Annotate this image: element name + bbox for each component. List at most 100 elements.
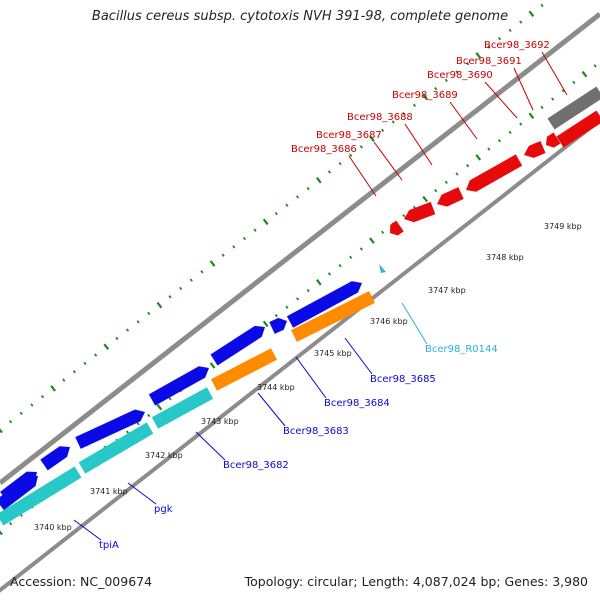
minor-tick — [221, 253, 225, 257]
gene-label: Bcer98_3682 — [223, 460, 289, 471]
major-tick — [315, 177, 322, 184]
map-title: Bacillus cereus subsp. cytotoxis NVH 391… — [91, 9, 509, 24]
minor-tick — [391, 120, 395, 124]
minor-tick — [444, 180, 448, 185]
gene-feature-red — [437, 187, 464, 207]
minor-tick — [338, 161, 342, 166]
leader-line — [541, 51, 568, 96]
minor-tick — [285, 305, 289, 309]
gene-feature-gray — [547, 86, 600, 130]
gene-feature-red — [390, 220, 404, 236]
ruler-label: 3743 kbp — [201, 417, 239, 426]
major-tick — [209, 362, 216, 369]
leader-line — [373, 141, 403, 181]
leader-line — [348, 155, 377, 197]
minor-tick — [327, 170, 332, 174]
gene-feature-blue — [0, 471, 37, 503]
leader-line — [513, 67, 534, 111]
minor-tick — [40, 395, 45, 399]
major-tick — [528, 112, 535, 119]
gene-label: Bcer98_3689 — [392, 90, 458, 101]
gene-feature-blue — [286, 281, 362, 328]
gene-label: Bcer98_3691 — [456, 56, 522, 67]
major-tick — [156, 301, 163, 309]
minor-tick — [179, 286, 183, 291]
minor-tick — [200, 270, 204, 274]
minor-tick — [9, 420, 13, 424]
gene-feature-red — [546, 132, 561, 148]
minor-tick — [189, 278, 193, 282]
minor-tick — [487, 45, 491, 49]
minor-tick — [147, 311, 151, 316]
major-tick — [0, 428, 3, 434]
ruler-label: 3744 kbp — [257, 383, 295, 392]
minor-tick — [125, 430, 130, 434]
genome-summary-label: Topology: circular; Length: 4,087,024 bp… — [244, 574, 588, 589]
gene-label: Bcer98_3687 — [316, 130, 382, 141]
ruler-label: 3741 kbp — [90, 487, 128, 496]
minor-tick — [94, 353, 98, 357]
minor-tick — [540, 105, 544, 110]
major-tick — [369, 237, 375, 244]
minor-tick — [381, 230, 385, 234]
leader-line — [295, 356, 327, 399]
minor-tick — [30, 403, 34, 407]
minor-tick — [402, 213, 406, 218]
minor-tick — [327, 272, 332, 276]
leader-line — [195, 431, 226, 461]
gene-feature-orange — [211, 348, 277, 391]
major-tick — [422, 195, 428, 203]
minor-tick — [402, 111, 406, 116]
minor-tick — [338, 263, 342, 268]
gene-feature-cyan — [0, 466, 82, 526]
minor-tick — [274, 313, 278, 318]
minor-tick — [125, 328, 130, 332]
ruler-label: 3746 kbp — [370, 317, 408, 326]
gene-feature-red — [404, 201, 436, 223]
minor-tick — [593, 64, 597, 68]
gene-label: Bcer98_3686 — [291, 144, 357, 155]
minor-tick — [115, 336, 119, 341]
minor-tick — [83, 361, 87, 366]
major-tick — [156, 403, 163, 411]
leader-line — [257, 392, 286, 427]
gene-feature-red — [466, 154, 523, 192]
minor-tick — [274, 211, 278, 216]
gene-label: Bcer98_3690 — [427, 70, 493, 81]
gene-feature-blue — [210, 325, 265, 366]
minor-tick — [519, 122, 523, 126]
gene-feature-blue — [40, 446, 70, 471]
accession-label: Accession: NC_009674 — [10, 574, 153, 589]
gene-feature-cyan — [151, 387, 214, 429]
gene-feature-blue — [269, 317, 288, 334]
minor-tick — [551, 97, 555, 101]
gene-feature-blue — [75, 409, 145, 449]
label-layer: 3740 kbp 3741 kbp 3742 kbp 3743 kbp 3744 kbp… — [34, 40, 582, 551]
gene-label: tpiA — [99, 540, 119, 551]
backbone-secondary — [0, 118, 600, 593]
minor-tick — [381, 128, 385, 132]
minor-tick — [508, 28, 512, 33]
minor-tick — [444, 78, 448, 83]
minor-tick — [572, 80, 576, 85]
ruler-label: 3745 kbp — [314, 349, 352, 358]
backbone-main — [0, 12, 600, 485]
backbone-layer — [0, 12, 600, 593]
minor-tick — [19, 411, 23, 416]
minor-tick — [412, 103, 417, 107]
ruler-label: 3747 kbp — [428, 286, 466, 295]
minor-tick — [62, 378, 66, 382]
major-tick — [422, 93, 428, 101]
leader-line — [401, 302, 428, 345]
gene-label: Bcer98_3683 — [283, 426, 349, 437]
minor-tick — [434, 189, 438, 193]
major-tick — [209, 260, 216, 267]
gene-label: Bcer98_3692 — [484, 40, 550, 51]
gene-feature-blue — [148, 366, 209, 406]
major-tick — [369, 135, 375, 142]
gene-feature-cyan — [78, 422, 154, 474]
minor-tick — [508, 130, 512, 135]
gene-label: Bcer98_3684 — [324, 398, 390, 409]
minor-tick — [168, 397, 172, 401]
